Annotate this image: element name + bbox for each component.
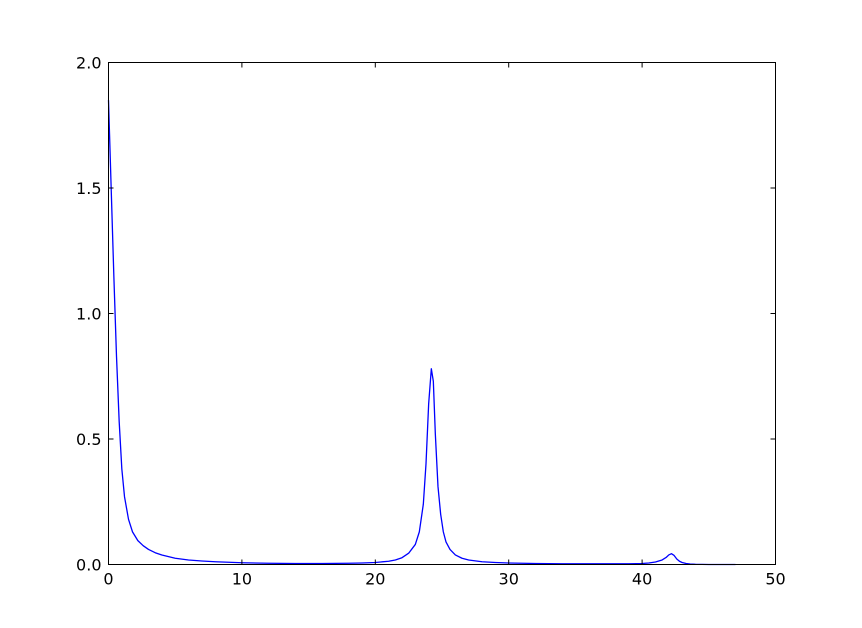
y-tick-labels: 0.0 0.5 1.0 1.5 2.0 bbox=[76, 54, 101, 575]
x-tick-label: 40 bbox=[632, 570, 652, 589]
y-tick-label: 0.5 bbox=[76, 430, 101, 449]
x-tick-label: 0 bbox=[103, 570, 113, 589]
x-tick-labels: 0 10 20 30 40 50 bbox=[103, 570, 785, 589]
x-tick-label: 30 bbox=[499, 570, 519, 589]
x-tick-label: 10 bbox=[232, 570, 252, 589]
y-tick-label: 2.0 bbox=[76, 54, 101, 73]
y-tick-label: 0.0 bbox=[76, 556, 101, 575]
plot-area-frame bbox=[108, 62, 776, 565]
y-tick-label: 1.5 bbox=[76, 179, 101, 198]
series-layer bbox=[107, 100, 736, 566]
series-line-0 bbox=[107, 100, 736, 566]
tick-layer bbox=[108, 62, 776, 565]
x-tick-label: 50 bbox=[765, 570, 785, 589]
x-tick-label: 20 bbox=[365, 570, 385, 589]
y-tick-label: 1.0 bbox=[76, 305, 101, 324]
